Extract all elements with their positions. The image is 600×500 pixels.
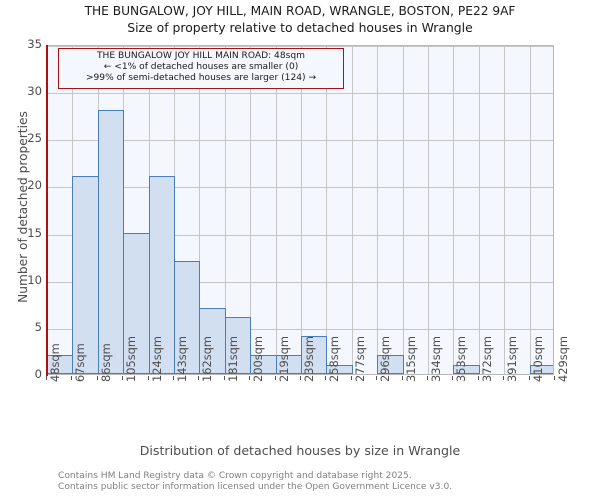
x-tick-mark [275, 376, 276, 380]
x-tick-label: 277sqm [353, 335, 367, 382]
x-tick-label: 258sqm [327, 335, 341, 382]
gridline-horizontal [47, 281, 553, 283]
chart-subtitle: Size of property relative to detached ho… [127, 20, 473, 35]
x-tick-mark [46, 376, 47, 380]
gridline-vertical [225, 46, 226, 374]
annotation-line-3: >99% of semi-detached houses are larger … [85, 73, 317, 84]
x-tick-label: 67sqm [73, 343, 87, 382]
x-tick-mark [529, 376, 530, 380]
x-tick-mark [452, 376, 453, 380]
x-tick-mark [351, 376, 352, 380]
x-tick-mark [249, 376, 250, 380]
gridline-vertical [479, 46, 480, 374]
x-tick-mark [503, 376, 504, 380]
x-tick-label: 334sqm [429, 335, 443, 382]
gridline-horizontal [47, 234, 553, 236]
histogram-bar [326, 364, 353, 374]
x-tick-label: 48sqm [48, 343, 62, 382]
gridline-vertical [352, 46, 353, 374]
x-tick-mark [173, 376, 174, 380]
x-tick-label: 296sqm [378, 335, 392, 382]
histogram-bar [149, 176, 175, 374]
x-tick-label: 200sqm [251, 335, 265, 382]
x-tick-label: 124sqm [150, 335, 164, 382]
x-tick-mark [148, 376, 149, 380]
gridline-horizontal [47, 187, 553, 189]
gridline-vertical [504, 46, 505, 374]
y-tick-label: 35 [27, 37, 42, 51]
x-tick-mark [71, 376, 72, 380]
gridline-vertical [377, 46, 378, 374]
x-tick-mark [376, 376, 377, 380]
y-tick-label: 5 [34, 319, 42, 334]
x-tick-label: 181sqm [226, 335, 240, 382]
annotation-line-1: THE BUNGALOW JOY HILL MAIN ROAD: 48sqm [97, 51, 305, 61]
x-tick-mark [325, 376, 326, 380]
annotation-line-2: ← <1% of detached houses are smaller (0) [103, 62, 299, 73]
x-tick-label: 239sqm [302, 335, 316, 382]
x-tick-mark [122, 376, 123, 380]
gridline-vertical [250, 46, 251, 374]
histogram-bar [72, 176, 99, 374]
gridline-vertical [199, 46, 200, 374]
y-axis-title: Number of detached properties [16, 111, 30, 303]
histogram-bar [225, 317, 251, 374]
x-tick-mark [478, 376, 479, 380]
gridline-horizontal [47, 93, 553, 95]
x-tick-mark [97, 376, 98, 380]
histogram-bar [377, 355, 404, 374]
chart-title-block: THE BUNGALOW, JOY HILL, MAIN ROAD, WRANG… [0, 3, 600, 36]
x-tick-mark [198, 376, 199, 380]
x-tick-mark [554, 376, 555, 380]
x-tick-label: 410sqm [531, 335, 545, 382]
y-tick-label: 25 [27, 131, 42, 146]
x-tick-mark [224, 376, 225, 380]
x-tick-label: 86sqm [99, 343, 113, 382]
gridline-vertical [428, 46, 429, 374]
gridline-vertical [453, 46, 454, 374]
x-tick-label: 143sqm [175, 335, 189, 382]
gridline-vertical [326, 46, 327, 374]
x-tick-mark [300, 376, 301, 380]
x-tick-label: 315sqm [404, 335, 418, 382]
gridline-vertical [301, 46, 302, 374]
property-annotation-callout: THE BUNGALOW JOY HILL MAIN ROAD: 48sqm ←… [58, 48, 344, 89]
x-tick-label: 162sqm [200, 335, 214, 382]
gridline-horizontal [47, 140, 553, 142]
x-tick-mark [427, 376, 428, 380]
gridline-horizontal [47, 328, 553, 330]
footer-line-2: Contains public sector information licen… [58, 482, 453, 492]
x-tick-label: 372sqm [480, 335, 494, 382]
histogram-bar [301, 336, 327, 374]
y-axis-spine [46, 45, 48, 376]
x-tick-label: 353sqm [454, 335, 468, 382]
gridline-vertical [276, 46, 277, 374]
attribution-footer: Contains HM Land Registry data © Crown c… [58, 471, 598, 493]
y-tick-label: 0 [34, 367, 42, 381]
x-tick-mark [402, 376, 403, 380]
y-tick-label: 10 [27, 272, 42, 287]
x-tick-label: 429sqm [556, 335, 570, 382]
page-title: THE BUNGALOW, JOY HILL, MAIN ROAD, WRANG… [84, 4, 516, 18]
y-tick-label: 15 [27, 225, 42, 240]
x-axis-title: Distribution of detached houses by size … [139, 443, 461, 458]
y-tick-label: 30 [27, 84, 42, 99]
gridline-vertical [403, 46, 404, 374]
gridline-vertical [530, 46, 531, 374]
x-tick-label: 105sqm [124, 335, 138, 382]
y-axis-tick-labels: 0 5 10 15 20 25 30 35 [0, 0, 42, 500]
histogram-bar [453, 364, 480, 374]
y-tick-label: 20 [27, 178, 42, 193]
plot-area [46, 45, 554, 375]
histogram-bar [530, 364, 553, 374]
x-tick-label: 219sqm [277, 335, 291, 382]
gridline-horizontal [47, 46, 553, 47]
histogram-bar [98, 110, 124, 374]
footer-line-1: Contains HM Land Registry data © Crown c… [58, 471, 412, 481]
x-tick-label: 391sqm [505, 335, 519, 382]
histogram-bar [174, 260, 200, 374]
